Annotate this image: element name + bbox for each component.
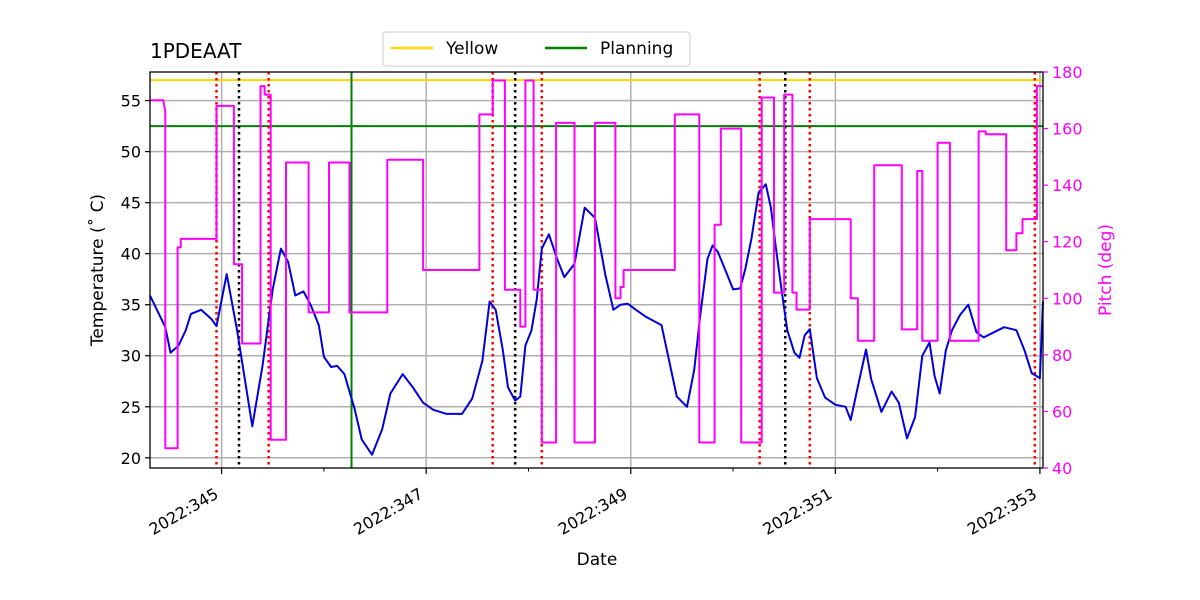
y2-tick-label: 140 — [1052, 176, 1083, 195]
chart-title: 1PDEAAT — [150, 39, 242, 63]
y-tick-label: 50 — [121, 143, 141, 162]
y-axis-label: Temperature (˚ C) — [87, 194, 108, 347]
y2-tick-label: 160 — [1052, 120, 1083, 139]
y2-tick-label: 180 — [1052, 63, 1083, 82]
y-tick-label: 20 — [121, 449, 141, 468]
y2-tick-label: 120 — [1052, 233, 1083, 252]
temperature-series-line — [149, 183, 1044, 456]
series-lines — [149, 79, 1044, 456]
y2-tick-label: 100 — [1052, 289, 1083, 308]
y2-tick-label: 60 — [1052, 402, 1072, 421]
legend: Yellow Planning — [382, 31, 691, 67]
legend-box — [382, 31, 691, 67]
plot-frame — [149, 71, 1044, 469]
legend-label-planning: Planning — [600, 39, 673, 59]
y-tick-label: 30 — [121, 347, 141, 366]
x-axis-label: Date — [577, 550, 618, 570]
y-tick-label: 55 — [121, 92, 141, 111]
y-tick-label: 25 — [121, 398, 141, 417]
y2-axis-label: Pitch (deg) — [1096, 224, 1116, 316]
y2-tick-label: 80 — [1052, 346, 1072, 365]
limit-lines — [150, 79, 1043, 128]
y-tick-label: 45 — [121, 194, 141, 213]
y2-tick-label: 40 — [1052, 459, 1072, 478]
y-tick-label: 40 — [121, 245, 141, 264]
y-tick-label: 35 — [121, 296, 141, 315]
legend-label-yellow: Yellow — [445, 39, 498, 59]
pitch-series-line — [150, 79, 1043, 450]
